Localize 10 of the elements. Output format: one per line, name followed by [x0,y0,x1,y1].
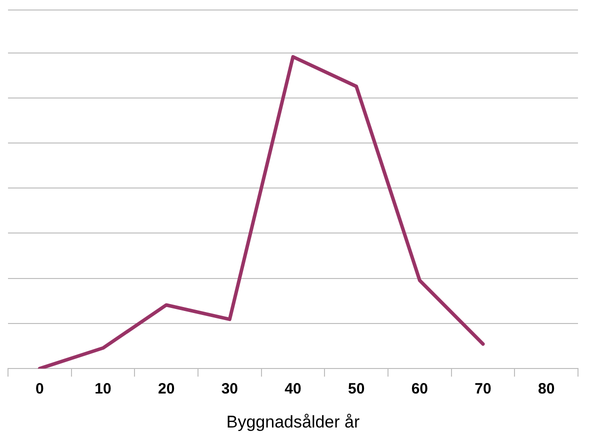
x-tick-label: 30 [221,380,238,398]
x-tick-label: 70 [474,380,492,398]
x-tick-label: 80 [538,380,555,398]
x-tick-label: 20 [158,380,175,398]
x-tick-label: 50 [348,380,365,398]
x-tick-label: 0 [35,380,44,398]
x-tick-label: 60 [411,380,428,398]
x-tick-label: 10 [94,380,112,398]
x-axis-title: Byggnadsålder år [226,412,360,432]
x-tick-label: 40 [284,380,302,398]
